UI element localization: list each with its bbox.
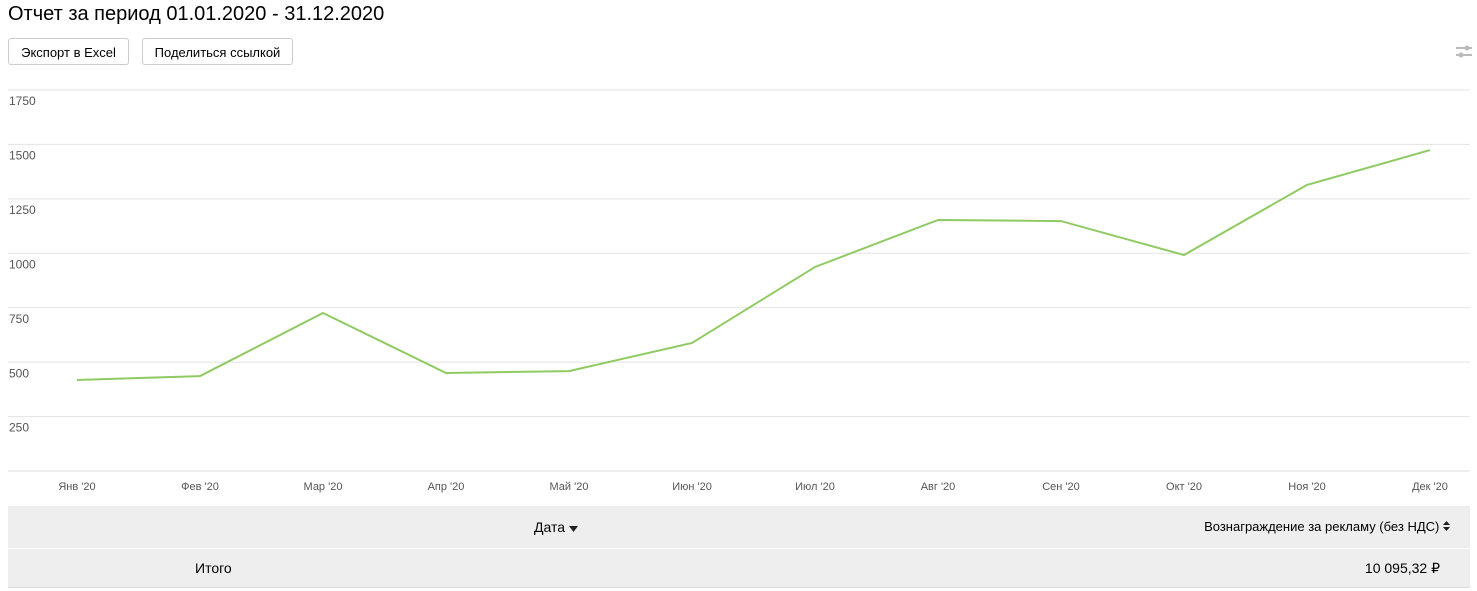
x-tick-label: Ноя '20 xyxy=(1288,481,1325,493)
total-value: 10 095,32 ₽ xyxy=(1364,560,1440,576)
x-tick-label: Мар '20 xyxy=(304,481,343,493)
column-header[interactable]: Вознаграждение за рекламу (без НДС) xyxy=(1204,506,1450,548)
share-button[interactable]: Поделиться ссылкой xyxy=(142,38,293,65)
y-tick-label: 1000 xyxy=(9,257,36,271)
x-tick-label: Сен '20 xyxy=(1042,481,1080,493)
x-tick-label: Июн '20 xyxy=(672,481,712,493)
total-label: Итого xyxy=(195,560,232,576)
x-tick-label: Янв '20 xyxy=(58,481,95,493)
x-tick-label: Июл '20 xyxy=(795,481,835,493)
x-tick-label: Апр '20 xyxy=(428,481,465,493)
x-tick-label: Дек '20 xyxy=(1412,481,1448,493)
y-tick-label: 750 xyxy=(9,312,29,326)
column-title: Дата xyxy=(534,519,566,535)
x-tick-label: Окт '20 xyxy=(1166,481,1202,493)
total-row: Итого 10 095,32 ₽ xyxy=(8,549,1470,587)
sort-icon xyxy=(568,526,578,532)
y-tick-label: 500 xyxy=(9,366,29,380)
y-tick-label: 1750 xyxy=(9,94,36,108)
chart: 250 500 750 1000 1250 1500 1750 Янв '20 Фев '20 М… xyxy=(8,89,1470,493)
divider xyxy=(8,587,1470,588)
export-button[interactable]: Экспорт в Excel xyxy=(8,38,129,65)
column-header[interactable]: Дата xyxy=(534,506,578,548)
y-tick-label: 1250 xyxy=(9,203,36,217)
y-tick-label: 250 xyxy=(9,421,29,435)
page-title: Отчет за период 01.01.2020 - 31.12.2020 xyxy=(8,3,385,25)
table-header: Дата Вознаграждение за рекламу (без НДС) xyxy=(8,506,1470,548)
settings-icon[interactable] xyxy=(1455,44,1473,60)
y-tick-label: 1500 xyxy=(9,149,36,163)
x-tick-label: Фев '20 xyxy=(181,481,219,493)
x-tick-label: Май '20 xyxy=(550,481,589,493)
x-tick-label: Авг '20 xyxy=(921,481,956,493)
data-line xyxy=(76,149,1431,381)
sort-icon xyxy=(1443,521,1450,531)
column-title: Вознаграждение за рекламу (без НДС) xyxy=(1204,519,1440,534)
